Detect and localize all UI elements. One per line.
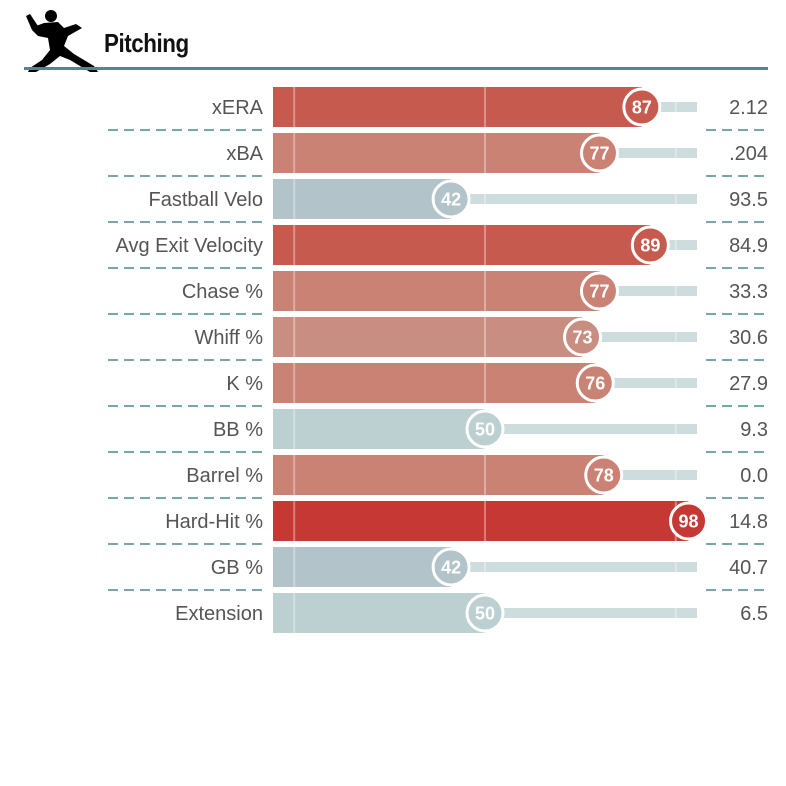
- badge-extension: [465, 593, 505, 633]
- badge-avg-exit-velocity: [630, 225, 670, 265]
- track-bb: [485, 424, 697, 434]
- stat-value-whiff: 30.6: [729, 327, 768, 349]
- track-extension: [485, 608, 697, 618]
- category-label-hard-hit: Hard-Hit %: [165, 511, 263, 533]
- badge-value-xera: 87: [632, 98, 652, 118]
- stat-value-avg-exit-velocity: 84.9: [729, 235, 768, 257]
- category-label-avg-exit-velocity: Avg Exit Velocity: [116, 235, 263, 257]
- category-label-gb: GB %: [211, 557, 263, 579]
- badge-fastball-velo: [431, 179, 471, 219]
- badge-value-chase: 77: [589, 282, 609, 302]
- track-xera: [641, 102, 697, 112]
- stat-value-xba: .204: [729, 143, 768, 165]
- category-label-extension: Extension: [175, 603, 263, 625]
- stat-value-gb: 40.7: [729, 557, 768, 579]
- category-label-xba: xBA: [226, 143, 263, 165]
- stat-value-xera: 2.12: [729, 97, 768, 119]
- badge-xba: [579, 133, 619, 173]
- category-label-fastball-velo: Fastball Velo: [148, 189, 263, 211]
- stat-value-hard-hit: 14.8: [729, 511, 768, 533]
- track-chase: [599, 286, 697, 296]
- track-barrel: [603, 470, 697, 480]
- badge-value-whiff: 73: [573, 328, 593, 348]
- badge-value-barrel: 78: [594, 466, 614, 486]
- badge-hard-hit: [669, 501, 709, 541]
- bar-fastball-velo: [273, 179, 452, 219]
- stat-value-extension: 6.5: [740, 603, 768, 625]
- track-xba: [599, 148, 697, 158]
- badge-value-gb: 42: [441, 558, 461, 578]
- badge-xera: [622, 87, 662, 127]
- badge-whiff: [563, 317, 603, 357]
- bar-xba: [273, 133, 600, 173]
- section-header: Pitching: [24, 6, 768, 72]
- track-fastball-velo: [451, 194, 697, 204]
- bar-barrel: [273, 455, 604, 495]
- badge-value-extension: 50: [475, 604, 495, 624]
- bar-avg-exit-velocity: [273, 225, 651, 265]
- bar-k: [273, 363, 596, 403]
- bar-hard-hit: [273, 501, 689, 541]
- badge-value-avg-exit-velocity: 89: [640, 236, 660, 256]
- track-k: [595, 378, 697, 388]
- badge-value-bb: 50: [475, 420, 495, 440]
- bar-gb: [273, 547, 452, 587]
- category-label-k: K %: [226, 373, 263, 395]
- category-label-barrel: Barrel %: [186, 465, 263, 487]
- section-title: Pitching: [104, 28, 189, 58]
- badge-barrel: [584, 455, 624, 495]
- badge-value-hard-hit: 98: [679, 512, 699, 532]
- badge-value-fastball-velo: 42: [441, 190, 461, 210]
- track-whiff: [582, 332, 697, 342]
- bar-chase: [273, 271, 600, 311]
- stat-value-fastball-velo: 93.5: [729, 189, 768, 211]
- category-label-xera: xERA: [212, 97, 264, 119]
- stat-value-barrel: 0.0: [740, 465, 768, 487]
- stat-value-k: 27.9: [729, 373, 768, 395]
- stat-value-chase: 33.3: [729, 281, 768, 303]
- track-gb: [451, 562, 697, 572]
- pitcher-icon: [26, 10, 98, 72]
- badge-bb: [465, 409, 505, 449]
- bar-whiff: [273, 317, 583, 357]
- badge-gb: [431, 547, 471, 587]
- badge-value-xba: 77: [589, 144, 609, 164]
- category-label-bb: BB %: [213, 419, 263, 441]
- badge-chase: [579, 271, 619, 311]
- category-label-whiff: Whiff %: [194, 327, 263, 349]
- badge-value-k: 76: [585, 374, 605, 394]
- badge-k: [575, 363, 615, 403]
- category-label-chase: Chase %: [182, 281, 263, 303]
- bar-xera: [273, 87, 642, 127]
- stat-value-bb: 9.3: [740, 419, 768, 441]
- bar-bb: [273, 409, 485, 449]
- header-rule: [24, 67, 768, 70]
- bar-extension: [273, 593, 485, 633]
- track-avg-exit-velocity: [650, 240, 697, 250]
